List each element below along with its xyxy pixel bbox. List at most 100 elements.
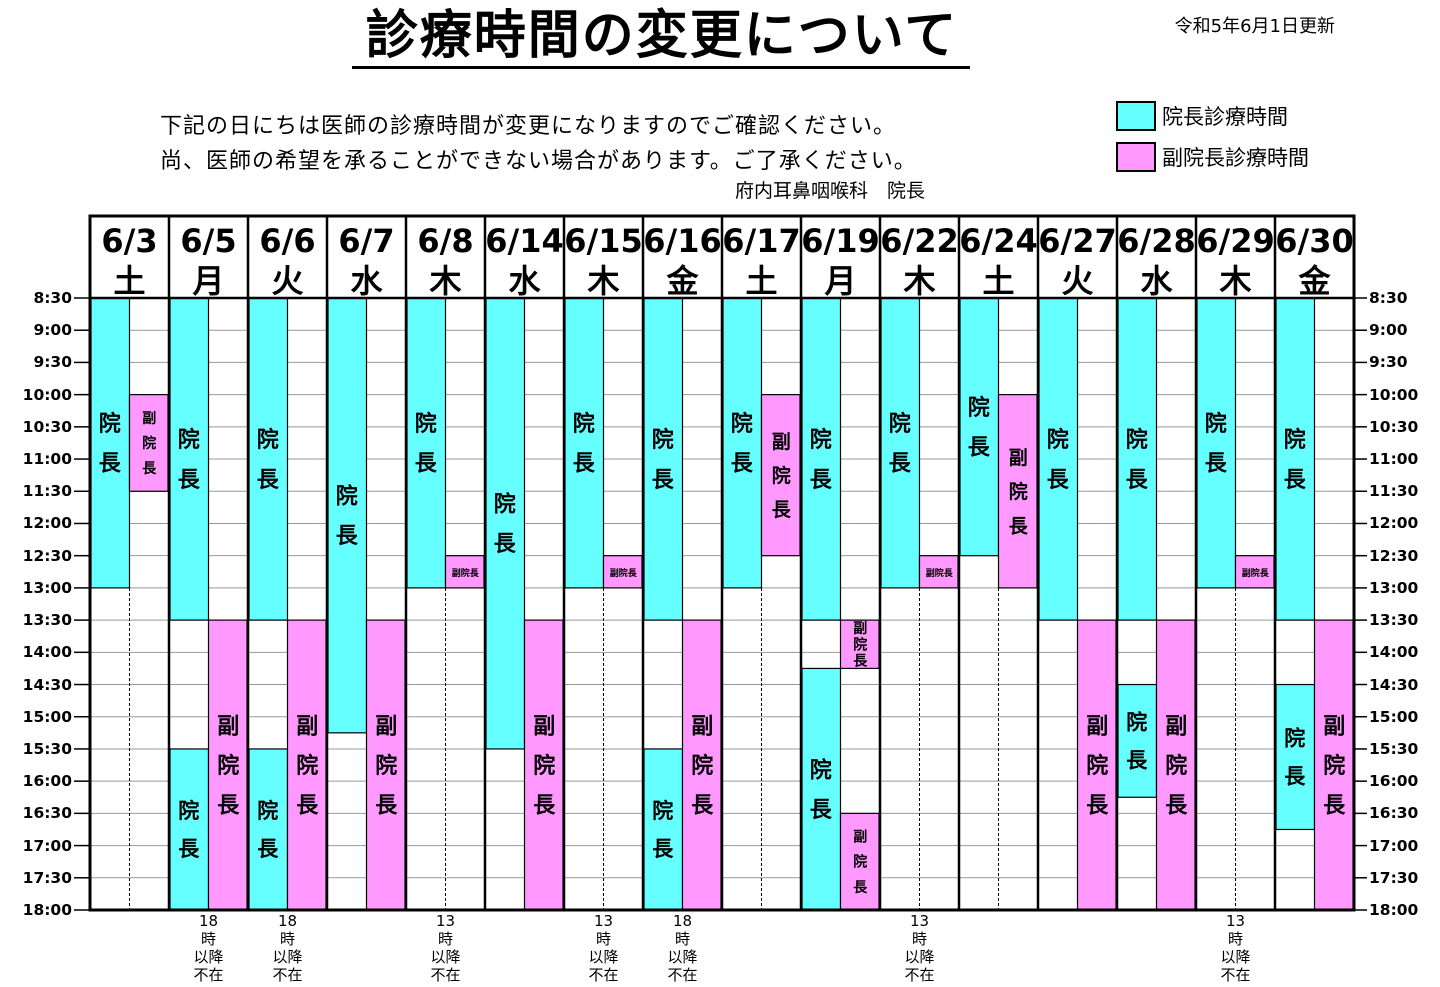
time-label-left: 17:00 — [22, 836, 72, 855]
director-label: 院 — [573, 411, 595, 437]
absence-note-line: 13 — [909, 912, 930, 930]
time-label-right: 13:30 — [1369, 611, 1419, 630]
day-weekday: 水 — [1140, 262, 1173, 300]
director-label: 長 — [1205, 452, 1228, 477]
title-underline — [352, 66, 970, 69]
director-label: 長 — [415, 452, 438, 477]
time-label-left: 11:30 — [22, 482, 72, 501]
absence-note-line: 18 — [277, 912, 298, 930]
director-label: 長 — [1284, 764, 1306, 788]
day-date: 6/24 — [959, 222, 1037, 260]
absence-note-line: 18 — [672, 912, 693, 930]
director-label: 院 — [257, 427, 279, 453]
director-block — [1275, 683, 1316, 831]
director-label: 長 — [1047, 468, 1070, 493]
vice-block — [918, 555, 959, 589]
time-label-left: 9:00 — [33, 321, 72, 340]
day-weekday: 土 — [113, 262, 145, 300]
time-label-right: 15:30 — [1369, 739, 1419, 758]
director-label: 長 — [178, 468, 201, 493]
time-label-right: 8:30 — [1369, 289, 1408, 307]
day-weekday: 土 — [982, 262, 1014, 300]
absence-note-line: 以降 — [193, 948, 224, 966]
absence-note: 18 時以降 不在 — [173, 912, 245, 984]
absence-note: 18 時以降 不在 — [252, 912, 324, 984]
director-block — [1117, 683, 1158, 798]
director-label: 院 — [810, 757, 832, 783]
time-label-left: 13:00 — [22, 578, 72, 597]
director-block — [959, 297, 1000, 557]
time-label-right: 18:00 — [1369, 901, 1419, 919]
absence-note-line: 以降 — [667, 948, 698, 966]
time-label-right: 14:00 — [1369, 643, 1419, 662]
time-label-right: 13:00 — [1369, 578, 1419, 597]
director-block — [327, 297, 368, 734]
director-label: 長 — [1126, 748, 1148, 772]
day-weekday: 火 — [271, 262, 303, 300]
director-label: 院 — [415, 411, 437, 437]
director-block — [1196, 297, 1237, 589]
absence-note-line: 不在 — [1220, 966, 1251, 984]
director-block — [643, 748, 684, 911]
time-label-right: 15:00 — [1369, 707, 1419, 726]
absence-note-line: 時 — [911, 930, 927, 948]
day-date: 6/16 — [643, 222, 721, 260]
grid-border — [88, 214, 1356, 912]
director-block — [801, 297, 842, 621]
vice-block — [760, 394, 801, 557]
time-label-left: 15:00 — [22, 707, 72, 726]
time-label-left: 16:00 — [22, 772, 72, 791]
vice-label: 院 — [772, 464, 791, 487]
director-label: 長 — [257, 468, 280, 493]
time-label-right: 9:30 — [1369, 353, 1408, 372]
day-date: 6/7 — [338, 222, 394, 260]
director-block — [169, 748, 210, 911]
director-label: 院 — [178, 799, 199, 823]
absence-note-line: 時 — [437, 930, 453, 948]
absence-note-line: 以降 — [588, 948, 619, 966]
director-label: 長 — [810, 468, 833, 493]
absence-note-line: 不在 — [667, 966, 698, 984]
director-block — [485, 297, 526, 750]
director-block — [1275, 297, 1316, 621]
vice-label: 長 — [853, 653, 868, 669]
director-label: 長 — [652, 468, 675, 493]
day-date: 6/14 — [485, 222, 563, 260]
vice-label: 院 — [142, 435, 156, 452]
director-block — [248, 297, 289, 621]
director-block — [643, 297, 684, 621]
vice-label: 長 — [1323, 794, 1346, 819]
day-date: 6/5 — [180, 222, 236, 260]
vice-label: 副 — [533, 714, 555, 739]
legend-director-label: 院長診療時間 — [1162, 105, 1288, 129]
time-label-left: 16:30 — [22, 804, 72, 823]
vice-block — [1234, 555, 1275, 589]
director-label: 長 — [573, 452, 596, 477]
time-label-left: 18:00 — [22, 901, 72, 919]
legend-vice-label: 副院長診療時間 — [1162, 146, 1309, 170]
absence-note: 13 時以降 不在 — [410, 912, 482, 984]
time-label-left: 12:30 — [22, 546, 72, 565]
day-weekday: 木 — [586, 262, 619, 300]
absence-note-line: 時 — [200, 930, 216, 948]
notice-line-1: 下記の日にちは医師の診療時間が変更になりますのでご確認ください。 — [160, 114, 897, 139]
director-label: 院 — [810, 427, 832, 453]
absence-note: 18 時以降 不在 — [647, 912, 719, 984]
time-label-left: 10:30 — [22, 417, 72, 436]
time-label-left: 14:00 — [22, 643, 72, 662]
day-date: 6/29 — [1196, 222, 1274, 260]
vice-label: 副 — [772, 431, 791, 453]
day-weekday: 金 — [665, 262, 699, 300]
director-label: 院 — [731, 411, 753, 437]
vice-label: 副 — [375, 714, 397, 739]
time-label-right: 17:30 — [1369, 868, 1419, 887]
absence-note-line: 時 — [1227, 930, 1243, 948]
director-label: 院 — [99, 411, 121, 437]
day-weekday: 水 — [508, 262, 541, 300]
time-label-right: 16:00 — [1369, 772, 1419, 791]
director-label: 院 — [336, 484, 358, 510]
day-weekday: 金 — [1297, 262, 1331, 300]
vice-label: 院 — [1009, 480, 1028, 503]
time-label-right: 10:30 — [1369, 417, 1419, 436]
